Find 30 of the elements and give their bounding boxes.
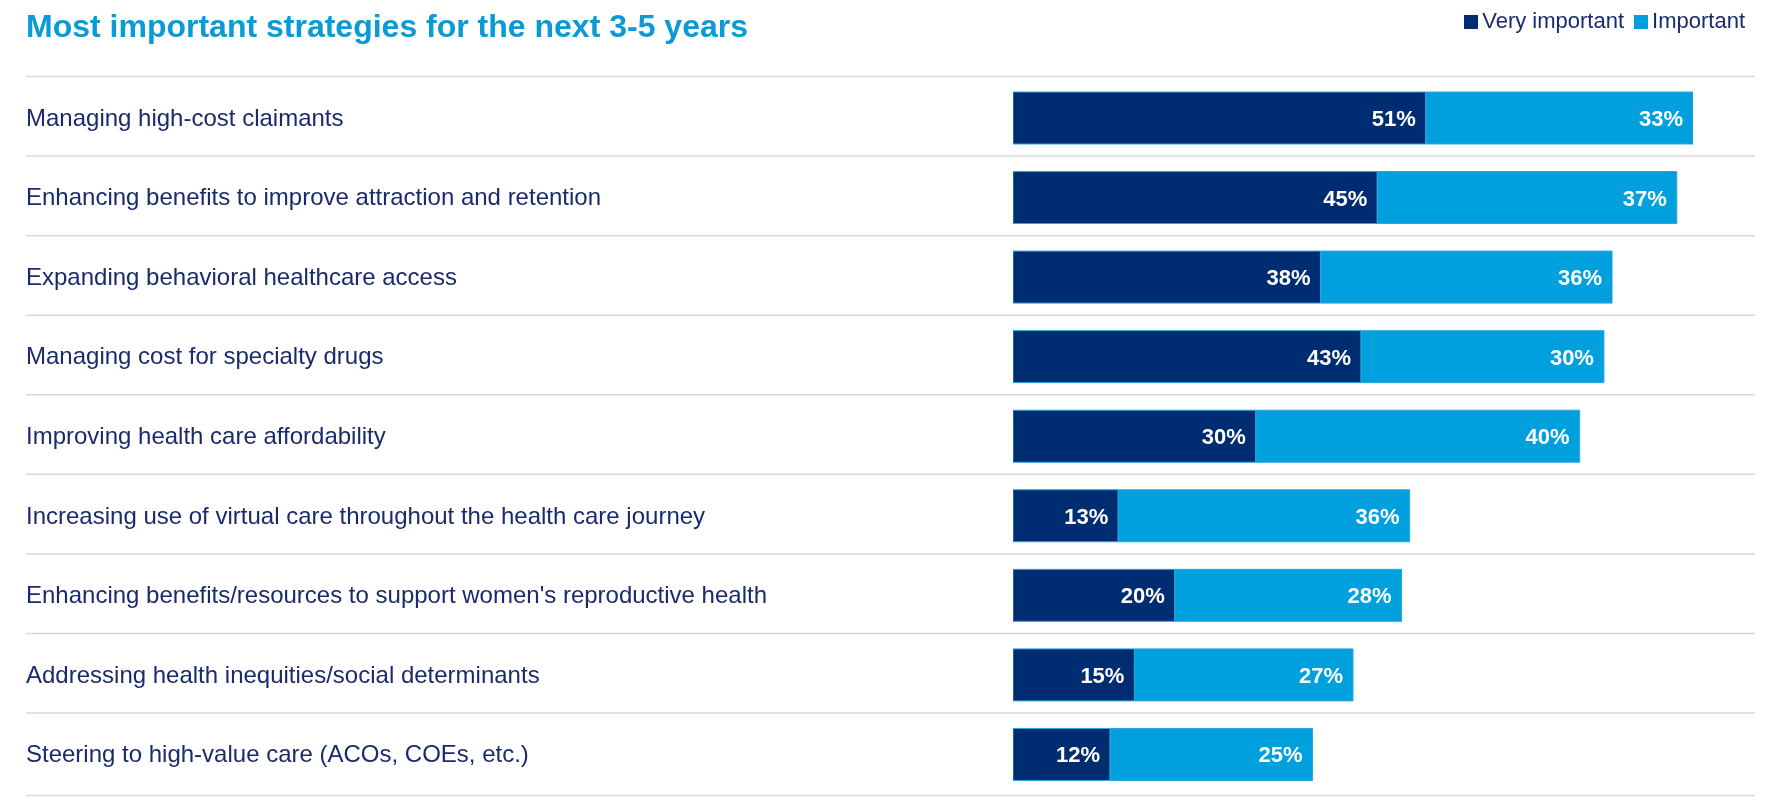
data-label: 45% xyxy=(1323,185,1368,211)
y-tick-label: Expanding behavioral healthcare access xyxy=(26,262,457,290)
legend-label: Very important xyxy=(1482,8,1625,33)
data-label: 27% xyxy=(1298,662,1343,688)
y-tick-label: Addressing health inequities/social determinants xyxy=(26,660,540,688)
data-label: 36% xyxy=(1558,265,1603,291)
y-tick-label: Steering to high-value care (ACOs, COEs, etc.) xyxy=(26,740,529,768)
data-label: 38% xyxy=(1266,265,1311,291)
data-label: 20% xyxy=(1120,583,1165,609)
data-label: 51% xyxy=(1371,106,1416,131)
y-tick-label: Managing cost for specialty drugs xyxy=(26,342,384,370)
y-tick-label: Enhancing benefits/resources to support women's reproductive health xyxy=(26,581,768,609)
y-tick-label: Managing high-cost claimants xyxy=(26,103,344,131)
legend-label: Important xyxy=(1652,8,1745,33)
data-label: 37% xyxy=(1622,185,1667,211)
data-label: 40% xyxy=(1525,424,1570,450)
data-label: 33% xyxy=(1638,106,1683,131)
y-tick-label: Enhancing benefits to improve attraction and retention xyxy=(26,183,602,211)
data-label: 28% xyxy=(1347,583,1392,609)
data-label: 15% xyxy=(1080,662,1125,688)
data-label: 30% xyxy=(1201,424,1246,450)
data-label: 12% xyxy=(1056,742,1101,768)
data-label: 25% xyxy=(1258,742,1303,768)
data-label: 43% xyxy=(1307,344,1352,370)
data-label: 36% xyxy=(1355,503,1400,529)
text: Most important strategies for the next 3-5 years xyxy=(26,8,748,44)
y-tick-label: Improving health care affordability xyxy=(26,422,386,449)
y-tick-label: Increasing use of virtual care throughout the health care journey xyxy=(26,501,706,529)
data-label: 30% xyxy=(1549,344,1594,370)
data-label: 13% xyxy=(1064,503,1109,529)
